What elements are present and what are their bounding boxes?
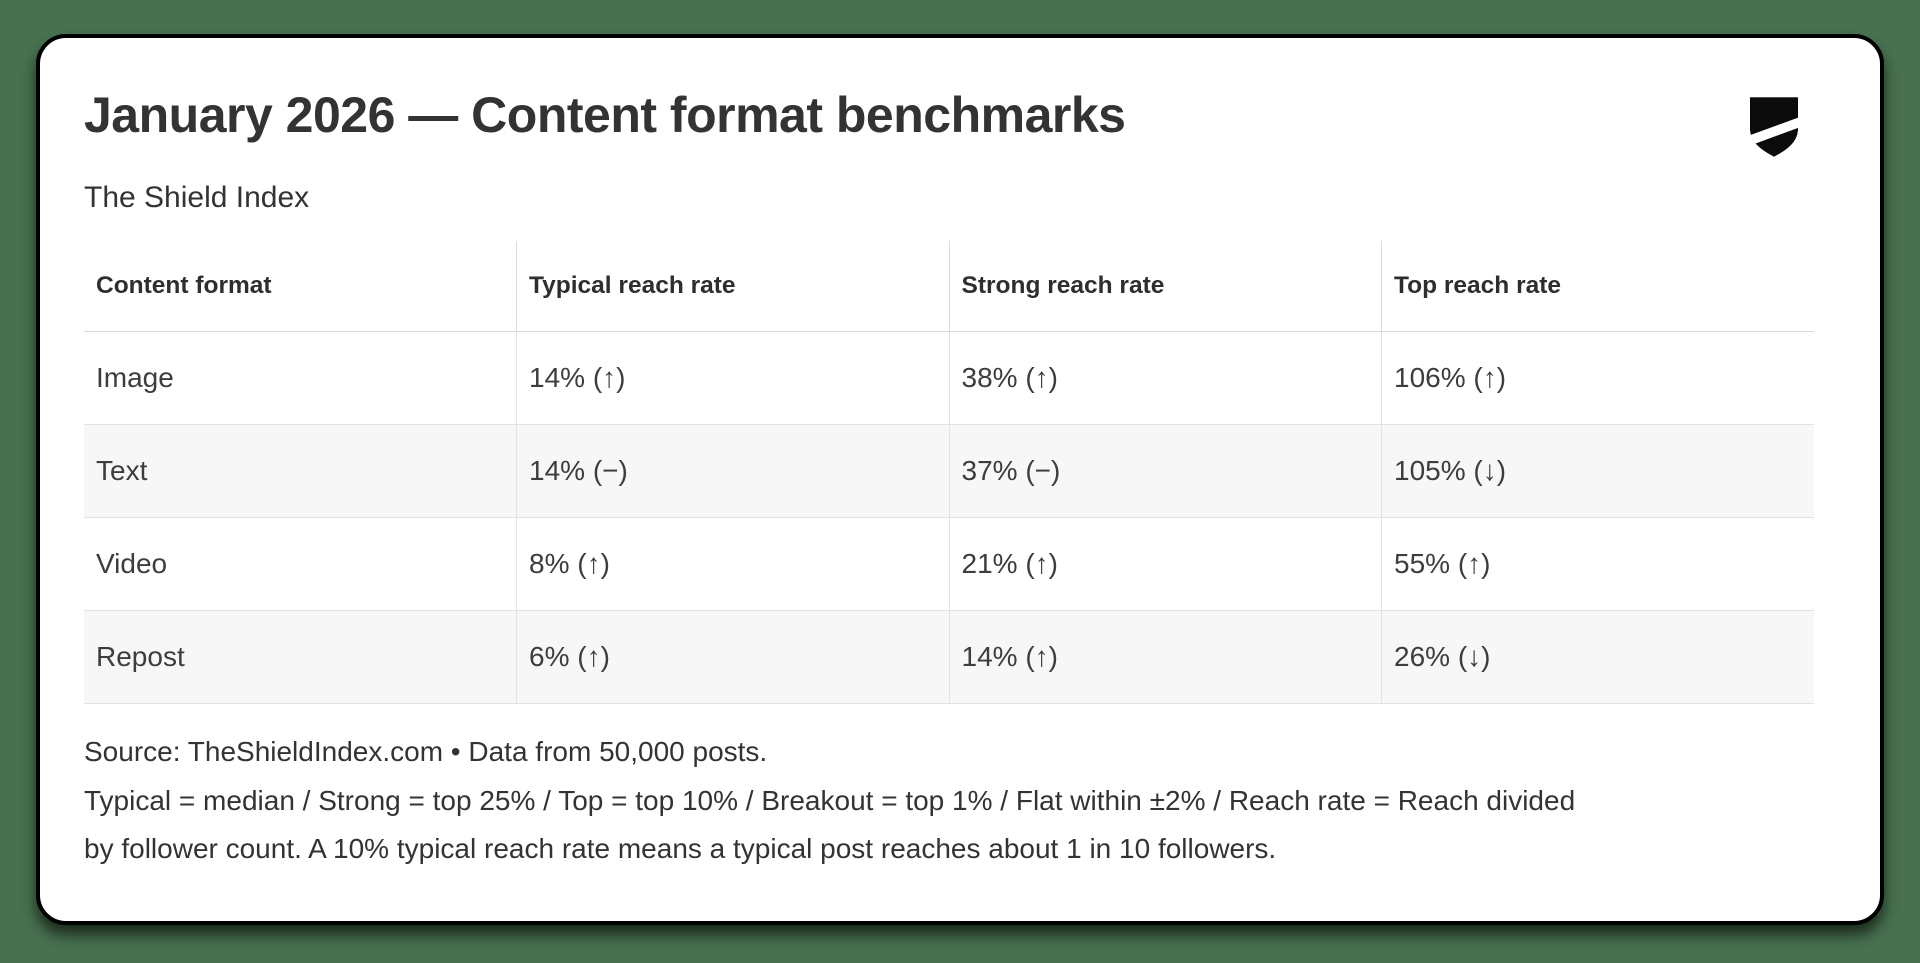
cell-strong: 37% (−)	[949, 424, 1382, 518]
column-header-top-reach-rate: Top reach rate	[1381, 241, 1814, 332]
benchmarks-table: Content format Typical reach rate Strong…	[84, 241, 1814, 704]
cell-format: Text	[84, 424, 517, 518]
table-row-video: Video 8% (↑) 21% (↑) 55% (↑)	[84, 517, 1814, 611]
card-subtitle: The Shield Index	[84, 181, 310, 214]
table-row-repost: Repost 6% (↑) 14% (↑) 26% (↓)	[84, 610, 1814, 704]
cell-strong: 38% (↑)	[949, 331, 1382, 425]
cell-format: Video	[84, 517, 517, 611]
cell-format: Repost	[84, 610, 517, 704]
column-header-content-format: Content format	[84, 241, 517, 332]
table-header-row: Content format Typical reach rate Strong…	[84, 241, 1814, 332]
cell-strong: 21% (↑)	[949, 517, 1382, 611]
cell-top: 55% (↑)	[1381, 517, 1814, 611]
benchmarks-card: January 2026 — Content format benchmarks…	[36, 34, 1884, 925]
cell-format: Image	[84, 331, 517, 425]
table-row-text: Text 14% (−) 37% (−) 105% (↓)	[84, 424, 1814, 518]
cell-top: 106% (↑)	[1381, 331, 1814, 425]
page-title: January 2026 — Content format benchmarks	[84, 87, 1126, 143]
source-line: Source: TheShieldIndex.com • Data from 5…	[84, 736, 768, 767]
card-header: January 2026 — Content format benchmarks	[84, 88, 1814, 163]
cell-strong: 14% (↑)	[949, 610, 1382, 704]
column-header-strong-reach-rate: Strong reach rate	[949, 241, 1382, 332]
cell-typical: 14% (−)	[516, 424, 950, 518]
shield-s-logo-icon	[1748, 96, 1800, 163]
table-row-image: Image 14% (↑) 38% (↑) 106% (↑)	[84, 331, 1814, 425]
definitions-line: Typical = median / Strong = top 25% / To…	[84, 784, 1576, 865]
cell-top: 26% (↓)	[1381, 610, 1814, 704]
column-header-typical-reach-rate: Typical reach rate	[516, 241, 950, 332]
cell-typical: 8% (↑)	[516, 517, 950, 611]
cell-typical: 6% (↑)	[516, 610, 950, 704]
cell-top: 105% (↓)	[1381, 424, 1814, 518]
cell-typical: 14% (↑)	[516, 331, 950, 425]
card-footer: Source: TheShieldIndex.com • Data from 5…	[84, 728, 1584, 874]
